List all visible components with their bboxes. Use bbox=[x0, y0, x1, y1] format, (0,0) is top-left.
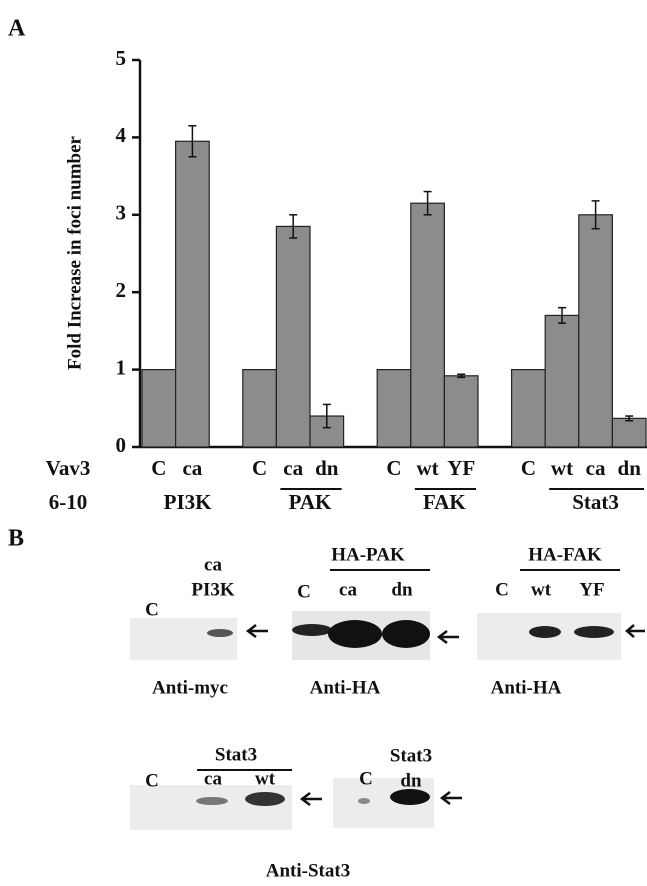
row-label: Vav3 bbox=[46, 456, 91, 480]
bar bbox=[545, 315, 579, 447]
band bbox=[358, 798, 370, 804]
bar bbox=[276, 226, 310, 447]
arrow bbox=[442, 792, 462, 804]
x-tick-label: wt bbox=[417, 456, 439, 480]
bar bbox=[377, 370, 411, 447]
arrow bbox=[248, 625, 268, 637]
y-tick-label: 2 bbox=[116, 278, 127, 302]
arrow bbox=[627, 625, 645, 637]
lane-label: YF bbox=[579, 579, 604, 600]
band bbox=[574, 626, 614, 638]
x-tick-label: C bbox=[521, 456, 536, 480]
lane-label: wt bbox=[531, 579, 552, 600]
lane-label: dn bbox=[391, 579, 413, 600]
y-tick-label: 1 bbox=[116, 355, 127, 379]
antibody-label: Anti-HA bbox=[310, 677, 381, 698]
band bbox=[207, 629, 233, 637]
lane-label: C bbox=[495, 579, 509, 600]
panel-b: B ca PI3K C Anti-myc HA-PAK C ca dn Anti… bbox=[8, 526, 645, 882]
figure: A Fold Increase in foci number Vav3 6-10… bbox=[0, 0, 647, 886]
x-tick-label: C bbox=[386, 456, 401, 480]
antibody-label: Anti-HA bbox=[491, 677, 562, 698]
panel-label: A bbox=[8, 16, 26, 42]
blot-header: HA-PAK bbox=[331, 544, 405, 565]
lane-label: ca bbox=[204, 768, 222, 789]
lane-label: ca bbox=[339, 579, 357, 600]
panel-label: B bbox=[8, 526, 24, 552]
y-tick-label: 3 bbox=[116, 201, 127, 225]
blot-header: Stat3 bbox=[215, 744, 257, 765]
arrow bbox=[302, 793, 322, 805]
arrow bbox=[439, 631, 459, 643]
bar bbox=[444, 376, 478, 447]
lane-label: wt bbox=[255, 768, 276, 789]
blot-header: HA-FAK bbox=[528, 544, 602, 565]
group-label: FAK bbox=[423, 490, 466, 514]
y-axis-label: Fold Increase in foci number bbox=[64, 135, 85, 370]
lane-label: C bbox=[145, 770, 159, 791]
x-tick-label: dn bbox=[618, 456, 642, 480]
lane-label: C bbox=[145, 599, 159, 620]
group-label: PI3K bbox=[164, 490, 213, 514]
blot bbox=[130, 618, 237, 660]
band bbox=[328, 620, 382, 648]
x-tick-label: YF bbox=[447, 456, 475, 480]
lane-label: C bbox=[359, 768, 373, 789]
band bbox=[382, 620, 430, 648]
blot-header: ca bbox=[204, 554, 222, 575]
x-tick-label: wt bbox=[551, 456, 573, 480]
x-tick-label: ca bbox=[586, 456, 606, 480]
blot-header: dn bbox=[400, 770, 422, 791]
bar bbox=[243, 370, 277, 447]
band bbox=[529, 626, 561, 638]
bar bbox=[579, 215, 613, 447]
group-label: Stat3 bbox=[572, 490, 619, 514]
y-tick-label: 0 bbox=[116, 433, 127, 457]
bar bbox=[612, 418, 646, 447]
x-tick-label: dn bbox=[315, 456, 339, 480]
bar bbox=[411, 203, 445, 447]
group-label: PAK bbox=[289, 490, 332, 514]
y-tick-label: 5 bbox=[116, 46, 127, 70]
blot-header: Stat3 bbox=[390, 745, 432, 766]
row-label: 6-10 bbox=[49, 490, 88, 514]
x-tick-label: C bbox=[252, 456, 267, 480]
bar bbox=[142, 370, 176, 447]
band bbox=[245, 792, 285, 806]
blot-header: PI3K bbox=[191, 579, 235, 600]
band bbox=[292, 624, 332, 636]
x-tick-label: C bbox=[151, 456, 166, 480]
antibody-label: Anti-Stat3 bbox=[266, 860, 350, 881]
band bbox=[196, 797, 228, 805]
band bbox=[390, 789, 430, 805]
lane-label: C bbox=[297, 581, 311, 602]
antibody-label: Anti-myc bbox=[152, 677, 228, 698]
blot bbox=[130, 785, 292, 830]
y-tick-label: 4 bbox=[116, 123, 127, 147]
bar bbox=[176, 141, 210, 447]
x-tick-label: ca bbox=[182, 456, 202, 480]
x-tick-label: ca bbox=[283, 456, 303, 480]
bar bbox=[512, 370, 546, 447]
